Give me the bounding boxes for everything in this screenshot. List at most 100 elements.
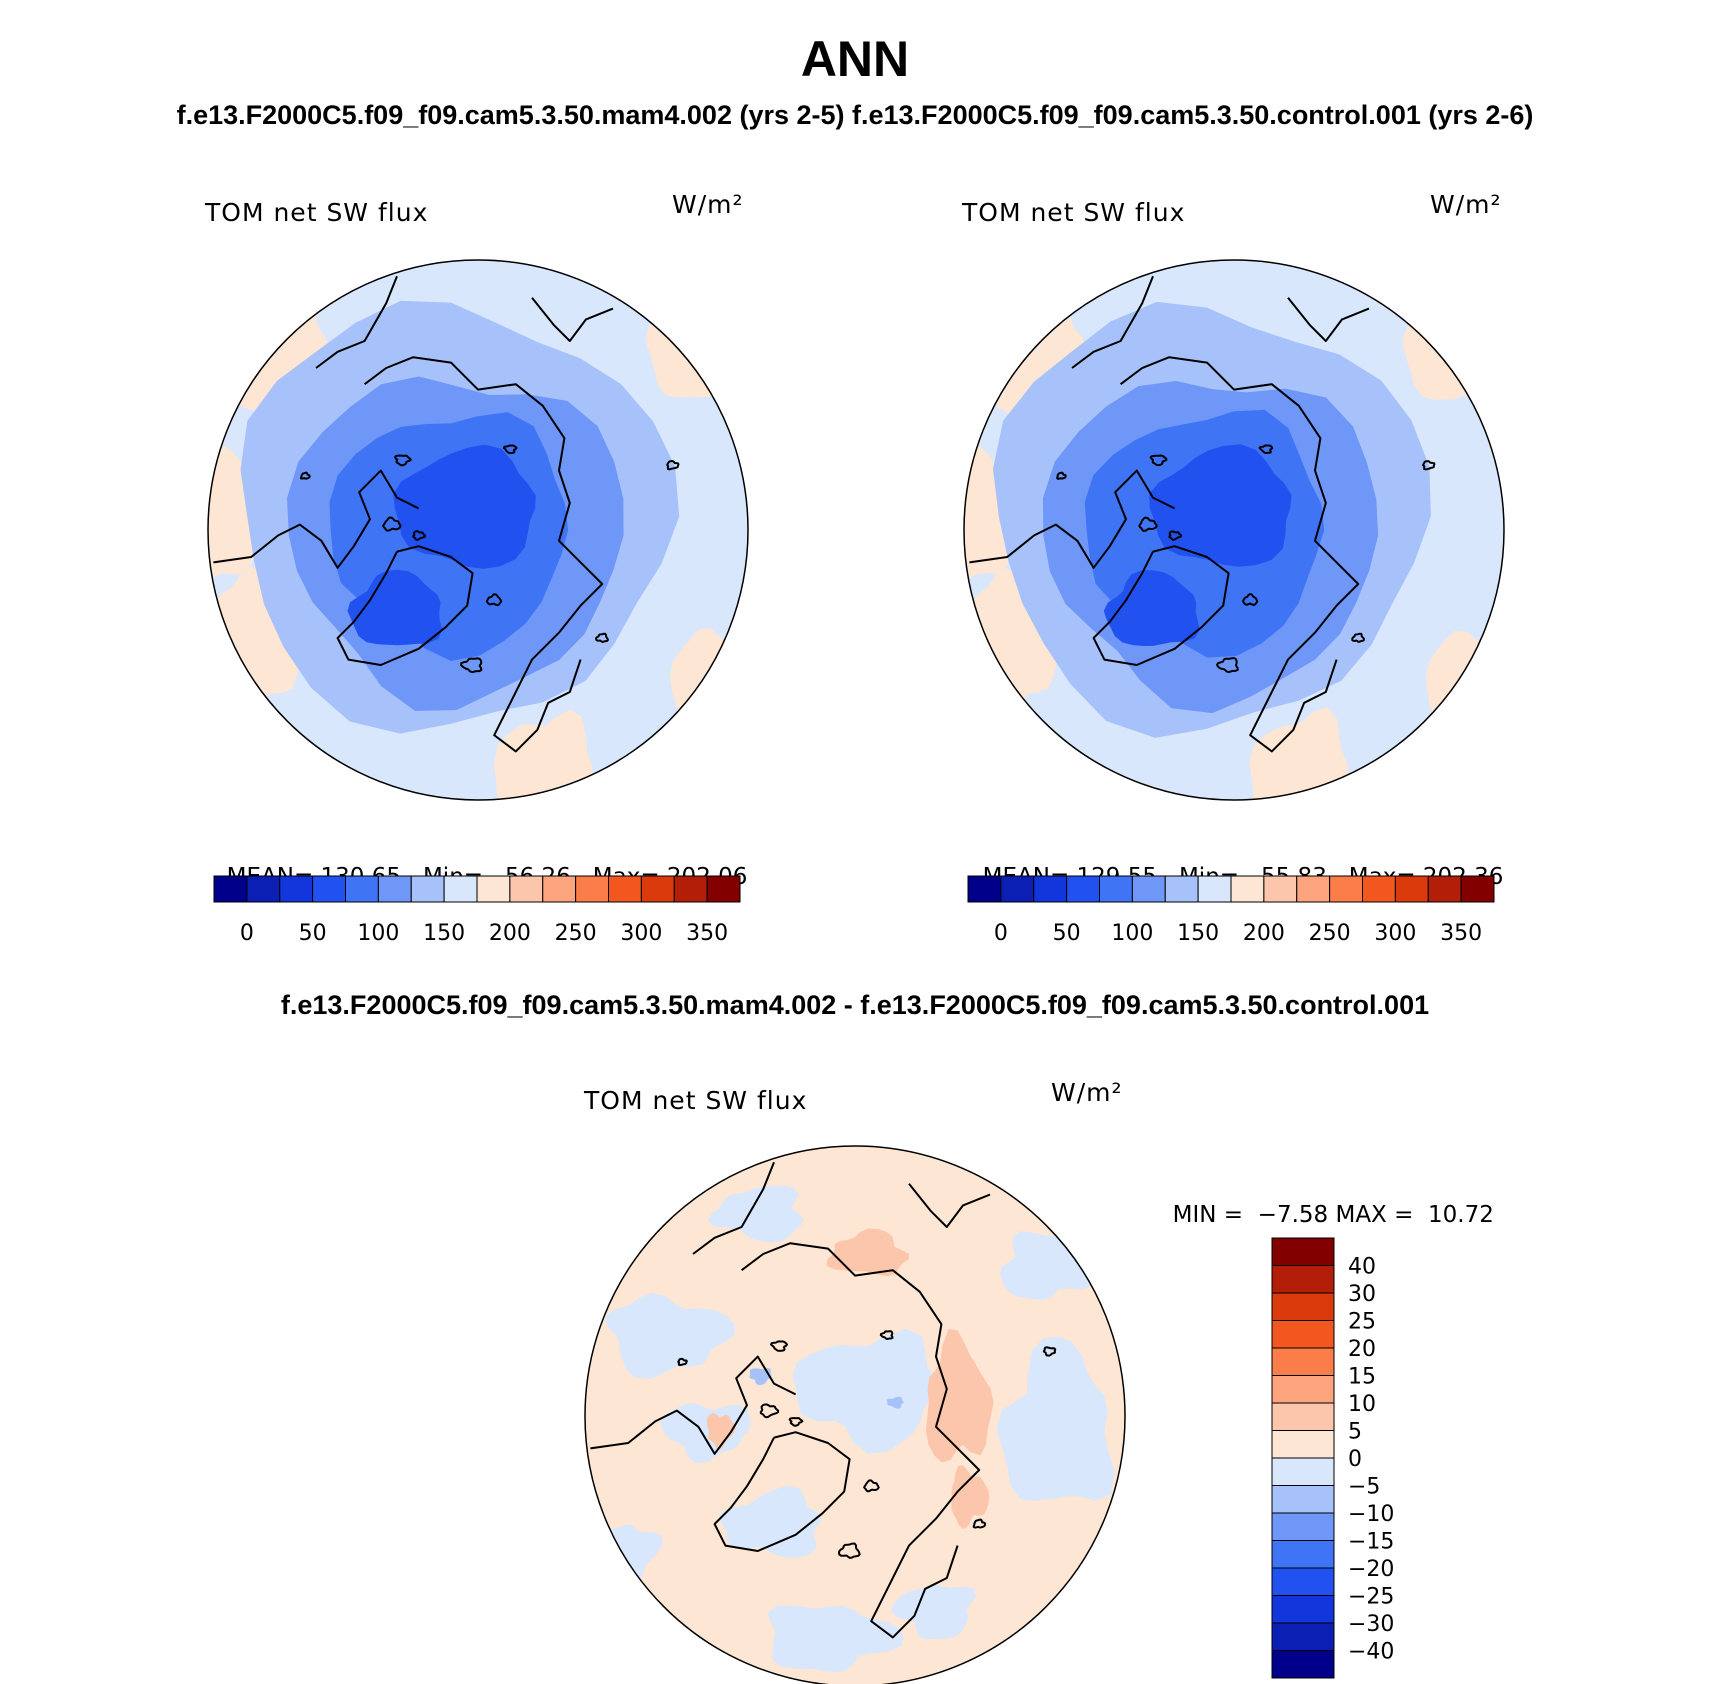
diff-max-value: 10.72: [1428, 1202, 1494, 1228]
colorbar-swatch: [1271, 1485, 1335, 1514]
warm-edge-region: [645, 267, 748, 398]
island-outline: [300, 471, 311, 480]
diff-units-label: W/m²: [1051, 1078, 1123, 1107]
coastline: [213, 469, 420, 569]
island-outline: [759, 1403, 780, 1419]
colorbar-swatch: [246, 875, 281, 903]
coastline: [692, 1161, 775, 1255]
colorbar-tick-label: 25: [1348, 1310, 1376, 1335]
island-outline: [837, 1542, 861, 1559]
diff-min-value: −7.58: [1257, 1202, 1329, 1228]
colorbar-tick-label: −10: [1348, 1502, 1394, 1527]
core-region: [1149, 444, 1292, 567]
colorbar-tick-label: 50: [299, 921, 327, 946]
colorbar-swatch: [1271, 1650, 1335, 1679]
colorbar-tick-label: −15: [1348, 1530, 1394, 1555]
colorbar-swatch: [1362, 875, 1396, 903]
colorbar-tick-label: 20: [1348, 1337, 1376, 1362]
colorbar-swatch: [1271, 1622, 1335, 1651]
cooler-anomaly-region: [749, 1367, 772, 1386]
colorbar-swatch: [1230, 875, 1265, 903]
left-map-border: [207, 259, 749, 801]
island-outline: [382, 516, 402, 532]
colorbar-tick-label: 0: [994, 921, 1008, 946]
colorbar-swatch: [1271, 1512, 1335, 1541]
island-outline: [412, 530, 427, 541]
difference-title: f.e13.F2000C5.f09_f09.cam5.3.50.mam4.002…: [280, 990, 1430, 1020]
colorbar-swatch: [1271, 1430, 1335, 1459]
cool-anomaly-region: [718, 1485, 822, 1558]
colorbar-swatch: [1197, 875, 1232, 903]
colorbar-swatch: [1131, 875, 1166, 903]
colorbar-swatch: [1271, 1540, 1335, 1569]
diff-min-label: MIN =: [1172, 1202, 1244, 1228]
coastline: [531, 297, 614, 342]
colorbar-swatch: [1427, 875, 1462, 903]
colorbar-tick-label: 250: [555, 921, 597, 946]
colorbar-swatch: [1271, 1237, 1335, 1266]
cool-anomaly-region: [890, 1584, 976, 1640]
colorbar-tick-label: 15: [1348, 1365, 1376, 1390]
island-outline: [1168, 530, 1183, 541]
colorbar-swatch: [1329, 875, 1363, 903]
warm-anomaly-region: [925, 1329, 994, 1463]
coastline: [336, 545, 474, 666]
left-variable-label: TOM net SW flux: [205, 198, 429, 227]
colorbar-tick-label: 10: [1348, 1392, 1376, 1417]
colorbar-tick-label: −40: [1348, 1640, 1394, 1665]
colorbar-tick-label: −30: [1348, 1612, 1394, 1637]
colorbar-tick-label: 350: [1440, 921, 1482, 946]
colorbar-swatch: [1271, 1265, 1335, 1294]
island-outline: [1056, 471, 1067, 480]
colorbar-swatch: [673, 875, 708, 903]
colorbar-swatch: [1099, 875, 1133, 903]
warm-edge-region: [494, 709, 593, 800]
colorbar-swatch: [1066, 875, 1100, 903]
cool-anomaly-region: [792, 1328, 937, 1454]
island-outline: [863, 1479, 880, 1493]
colorbar-swatch: [542, 875, 577, 903]
left-units-label: W/m²: [672, 190, 744, 219]
colorbar-swatch: [1271, 1347, 1335, 1376]
left-colorbar: 0 50 100 150 200 250 300 350: [213, 875, 741, 946]
island-outline: [1351, 632, 1365, 643]
colorbar-swatch: [1271, 1402, 1335, 1431]
colorbar-swatch: [509, 875, 544, 903]
colorbar-swatch: [410, 875, 445, 903]
colorbar-swatch: [1460, 875, 1495, 903]
island-outline: [1138, 516, 1158, 532]
coastline: [713, 1431, 851, 1552]
colorbar-tick-label: −25: [1348, 1585, 1394, 1610]
coastline: [908, 1183, 991, 1228]
island-outline: [769, 1340, 789, 1352]
diff-max-label: MAX =: [1335, 1202, 1414, 1228]
island-outline: [1421, 460, 1436, 471]
colorbar-tick-label: −20: [1348, 1557, 1394, 1582]
colorbar-swatch: [377, 875, 412, 903]
diff-stats: MIN = −7.58 MAX = 10.72: [1158, 1176, 1494, 1228]
island-outline: [879, 1330, 894, 1341]
right-polar-map: [964, 260, 1504, 800]
cool-anomaly-region: [604, 1292, 735, 1379]
island-outline: [1215, 656, 1239, 674]
island-outline: [788, 1416, 804, 1427]
coastline: [1287, 297, 1370, 342]
island-outline: [1258, 444, 1274, 455]
island-outline: [460, 657, 483, 674]
colorbar-tick-label: −5: [1348, 1475, 1380, 1500]
warm-edge-region: [1249, 707, 1349, 800]
coastline: [969, 469, 1176, 569]
warm-anomaly-region: [706, 1413, 736, 1450]
island-outline: [595, 632, 610, 643]
colorbar-tick-label: 100: [1111, 921, 1153, 946]
colorbar-tick-label: 150: [423, 921, 465, 946]
cool-anomaly-region: [767, 1605, 904, 1672]
greenland-core-region: [1103, 570, 1200, 646]
colorbar-tick-label: 300: [1374, 921, 1416, 946]
colorbar-swatch: [1164, 875, 1199, 903]
coastline: [315, 275, 398, 369]
colorbar-tick-label: 350: [686, 921, 728, 946]
island-outline: [666, 459, 680, 471]
colorbar-swatch: [706, 875, 741, 903]
